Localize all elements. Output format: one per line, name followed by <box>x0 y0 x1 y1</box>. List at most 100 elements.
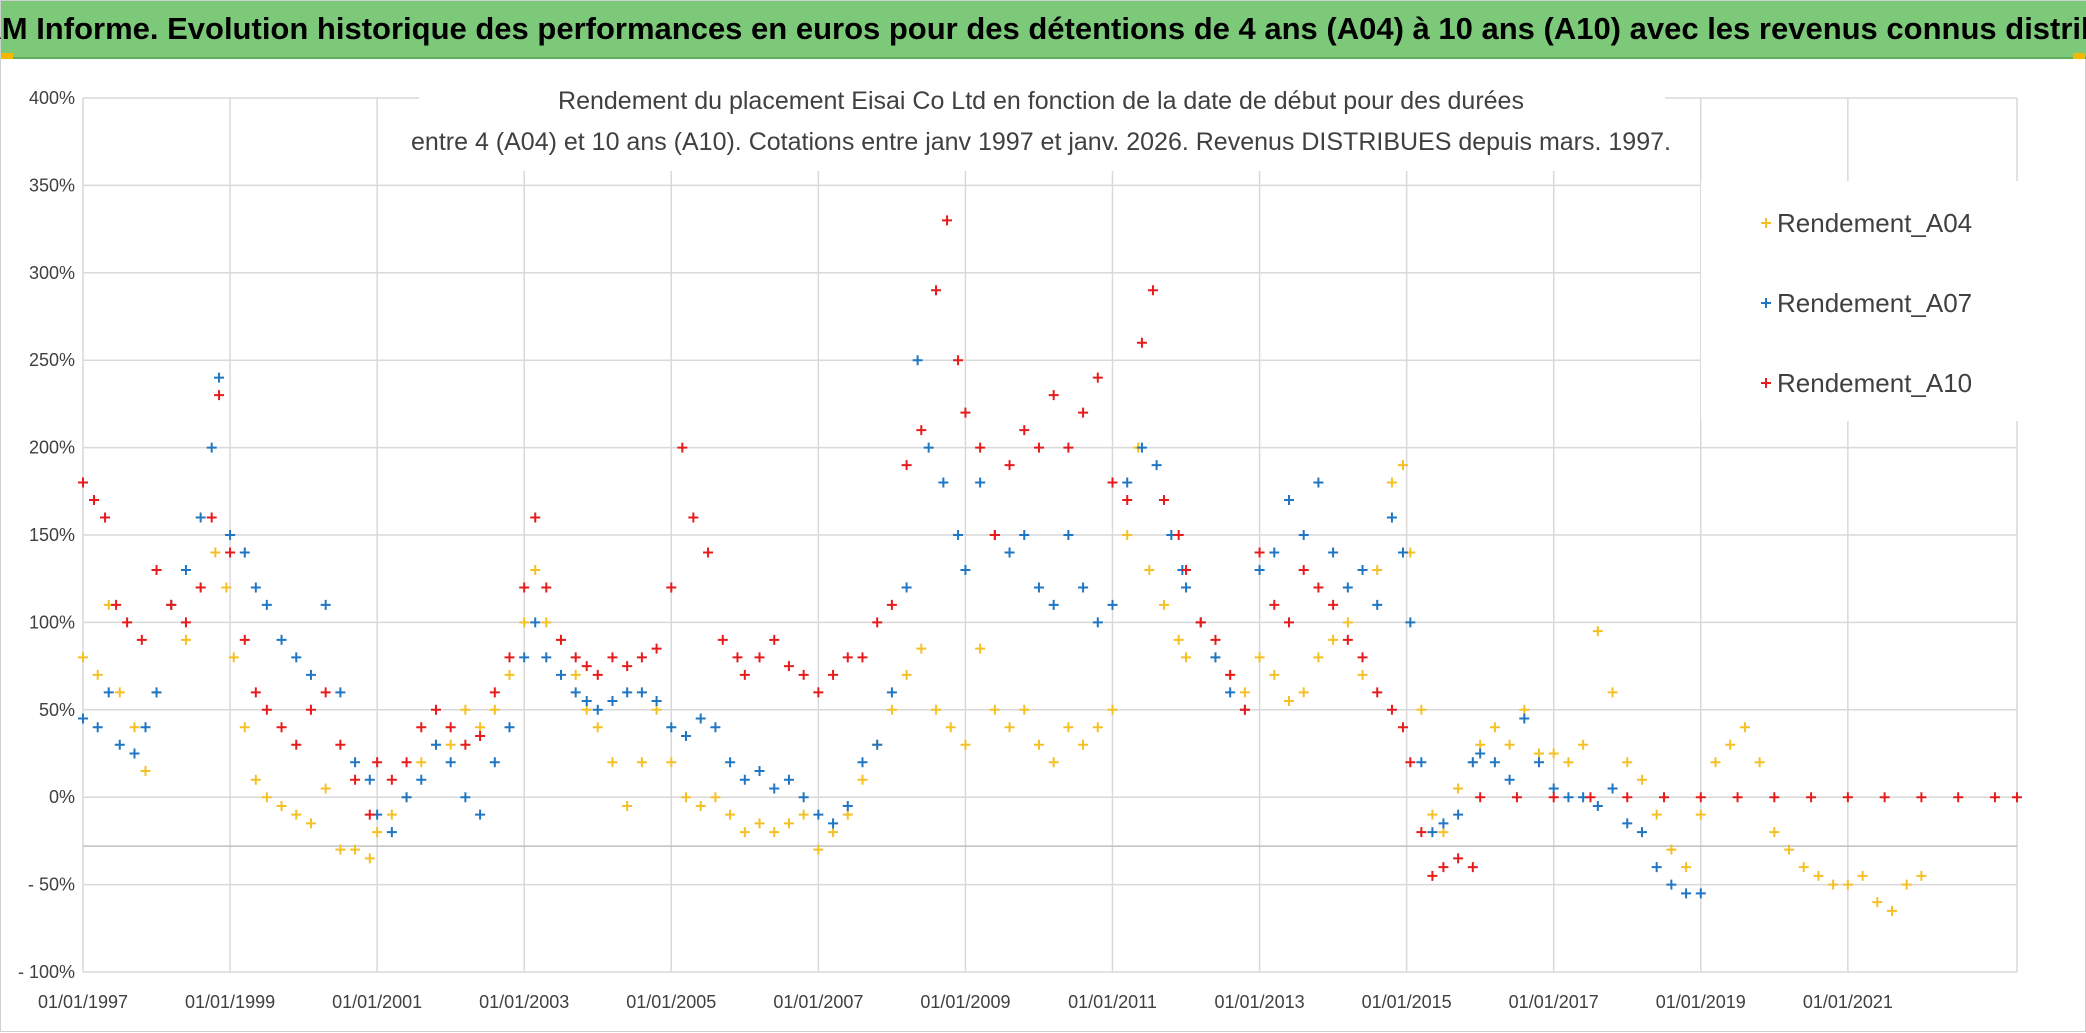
data-point <box>1397 722 1408 733</box>
data-point <box>636 652 647 663</box>
data-point <box>1467 757 1478 768</box>
data-point <box>111 599 122 610</box>
data-point <box>1048 599 1059 610</box>
data-point <box>1144 564 1155 575</box>
data-point <box>1872 897 1883 908</box>
data-point <box>931 285 942 296</box>
data-point <box>1158 599 1169 610</box>
data-point <box>769 783 780 794</box>
data-point <box>1901 879 1912 890</box>
data-point <box>103 687 114 698</box>
data-point <box>1372 599 1383 610</box>
data-point <box>666 722 677 733</box>
data-point <box>92 669 103 680</box>
data-point <box>710 722 721 733</box>
data-point <box>206 512 217 523</box>
data-point <box>725 809 736 820</box>
data-point <box>1511 792 1522 803</box>
data-point <box>92 722 103 733</box>
data-point <box>1397 547 1408 558</box>
y-tick-label: 250% <box>29 350 75 370</box>
y-tick-label: 0% <box>49 787 75 807</box>
data-point <box>677 442 688 453</box>
data-point <box>607 696 618 707</box>
data-point <box>703 547 714 558</box>
data-point <box>945 722 956 733</box>
data-point <box>1283 617 1294 628</box>
data-point <box>1269 669 1280 680</box>
data-point <box>1397 460 1408 471</box>
data-point <box>1405 757 1416 768</box>
data-point <box>489 687 500 698</box>
data-point <box>1004 460 1015 471</box>
data-point <box>489 704 500 715</box>
x-tick-label: 01/01/2001 <box>332 992 422 1012</box>
data-point <box>783 818 794 829</box>
data-point <box>372 827 383 838</box>
data-point <box>519 582 530 593</box>
data-point <box>651 643 662 654</box>
x-tick-label: 01/01/1997 <box>38 992 128 1012</box>
data-point <box>1019 704 1030 715</box>
data-point <box>1438 827 1449 838</box>
data-point <box>886 704 897 715</box>
legend-marker <box>1761 298 1771 308</box>
data-point <box>78 713 88 724</box>
data-point <box>305 669 316 680</box>
data-point <box>1754 757 1765 768</box>
data-point <box>1438 818 1449 829</box>
data-point <box>931 704 942 715</box>
data-point <box>401 757 412 768</box>
data-point <box>1622 792 1633 803</box>
data-point <box>416 757 427 768</box>
data-point <box>1842 792 1853 803</box>
data-point <box>350 757 361 768</box>
data-point <box>350 774 361 785</box>
data-point <box>732 652 743 663</box>
data-point <box>261 599 272 610</box>
data-point <box>305 704 316 715</box>
data-point <box>530 564 541 575</box>
data-point <box>769 827 780 838</box>
data-point <box>261 792 272 803</box>
data-point <box>989 704 1000 715</box>
data-point <box>857 774 868 785</box>
data-point <box>78 477 88 488</box>
data-point <box>1372 564 1383 575</box>
data-point <box>122 617 133 628</box>
series-rendement_a07 <box>78 355 1706 899</box>
data-point <box>475 722 486 733</box>
data-point <box>250 582 261 593</box>
data-point <box>1158 495 1169 506</box>
data-point <box>350 844 361 855</box>
data-point <box>942 215 953 226</box>
data-point <box>739 669 750 680</box>
data-point <box>1107 704 1118 715</box>
axis-layer: - 100% - 50% 0% 50% 100% 150% 200% 250% 300% 350%… <box>18 88 1893 1012</box>
series-rendement_a04 <box>78 442 1927 916</box>
data-point <box>541 617 552 628</box>
data-point <box>1879 792 1890 803</box>
data-point <box>1122 530 1133 540</box>
data-point <box>504 652 515 663</box>
data-point <box>1078 739 1089 750</box>
data-point <box>180 634 191 645</box>
data-point <box>1298 530 1309 540</box>
data-point <box>754 652 765 663</box>
data-point <box>239 634 250 645</box>
data-point <box>1313 652 1324 663</box>
data-point <box>166 599 177 610</box>
data-point <box>1504 739 1515 750</box>
data-point <box>1651 809 1662 820</box>
legend-background <box>1701 181 2019 421</box>
data-point <box>688 512 699 523</box>
data-point <box>695 713 706 724</box>
y-tick-label: - 50% <box>28 875 75 895</box>
data-point <box>1427 827 1438 838</box>
data-point <box>1019 425 1030 436</box>
data-point <box>581 661 592 672</box>
data-point <box>210 547 221 558</box>
data-point <box>504 669 515 680</box>
x-tick-label: 01/01/2011 <box>1068 992 1157 1012</box>
data-point <box>1033 739 1044 750</box>
